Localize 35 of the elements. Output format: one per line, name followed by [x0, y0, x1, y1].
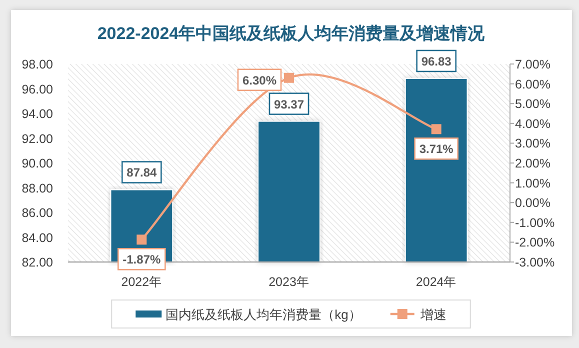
y2-tick-label: 1.00% [515, 176, 550, 190]
data-label: 3.71% [419, 142, 454, 156]
y-tick-label: 96.00 [22, 82, 54, 96]
point [136, 234, 147, 245]
y2-tick-label: 5.00% [515, 97, 550, 112]
point [431, 124, 442, 134]
x-tick-label: 2022年 [121, 275, 162, 289]
y2-tick-label: 4.00% [515, 116, 550, 131]
y2-tick-label: 6.00% [515, 77, 550, 92]
data-label: 93.37 [274, 97, 304, 112]
legend-label: 国内纸及纸板人均年消费量（kg） [166, 307, 362, 322]
data-label: 87.84 [126, 166, 158, 180]
y-tick-label: 84.00 [22, 230, 54, 245]
y2-tick-label: 0.00% [515, 196, 550, 210]
y-tick-label: 86.00 [22, 206, 54, 220]
data-label: 96.83 [421, 54, 452, 68]
y-tick-label: 92.00 [22, 132, 54, 146]
point [284, 72, 294, 83]
y-tick-label: 90.00 [22, 156, 54, 170]
y-tick-label: 88.00 [22, 181, 54, 196]
y-tick-label: 98.00 [22, 58, 54, 72]
data-label: 6.30% [242, 73, 277, 88]
x-tick-label: 2023年 [268, 275, 310, 289]
y2-tick-label: 7.00% [515, 58, 550, 72]
chart-title: 2022-2024年中国纸及纸板人均年消费量及增速情况 [97, 24, 486, 43]
y2-tick-label: 2.00% [515, 156, 550, 170]
y2-tick-label: -1.00% [515, 216, 555, 230]
y2-tick-label: 3.00% [515, 136, 550, 151]
y-tick-label: 94.00 [22, 107, 54, 121]
y-tick-label: 82.00 [22, 256, 54, 270]
legend-label: 增速 [419, 307, 446, 322]
x-tick-label: 2024年 [416, 275, 457, 289]
y2-tick-label: -3.00% [515, 256, 555, 270]
data-label: -1.87% [122, 252, 162, 267]
y2-tick-label: -2.00% [515, 236, 555, 250]
